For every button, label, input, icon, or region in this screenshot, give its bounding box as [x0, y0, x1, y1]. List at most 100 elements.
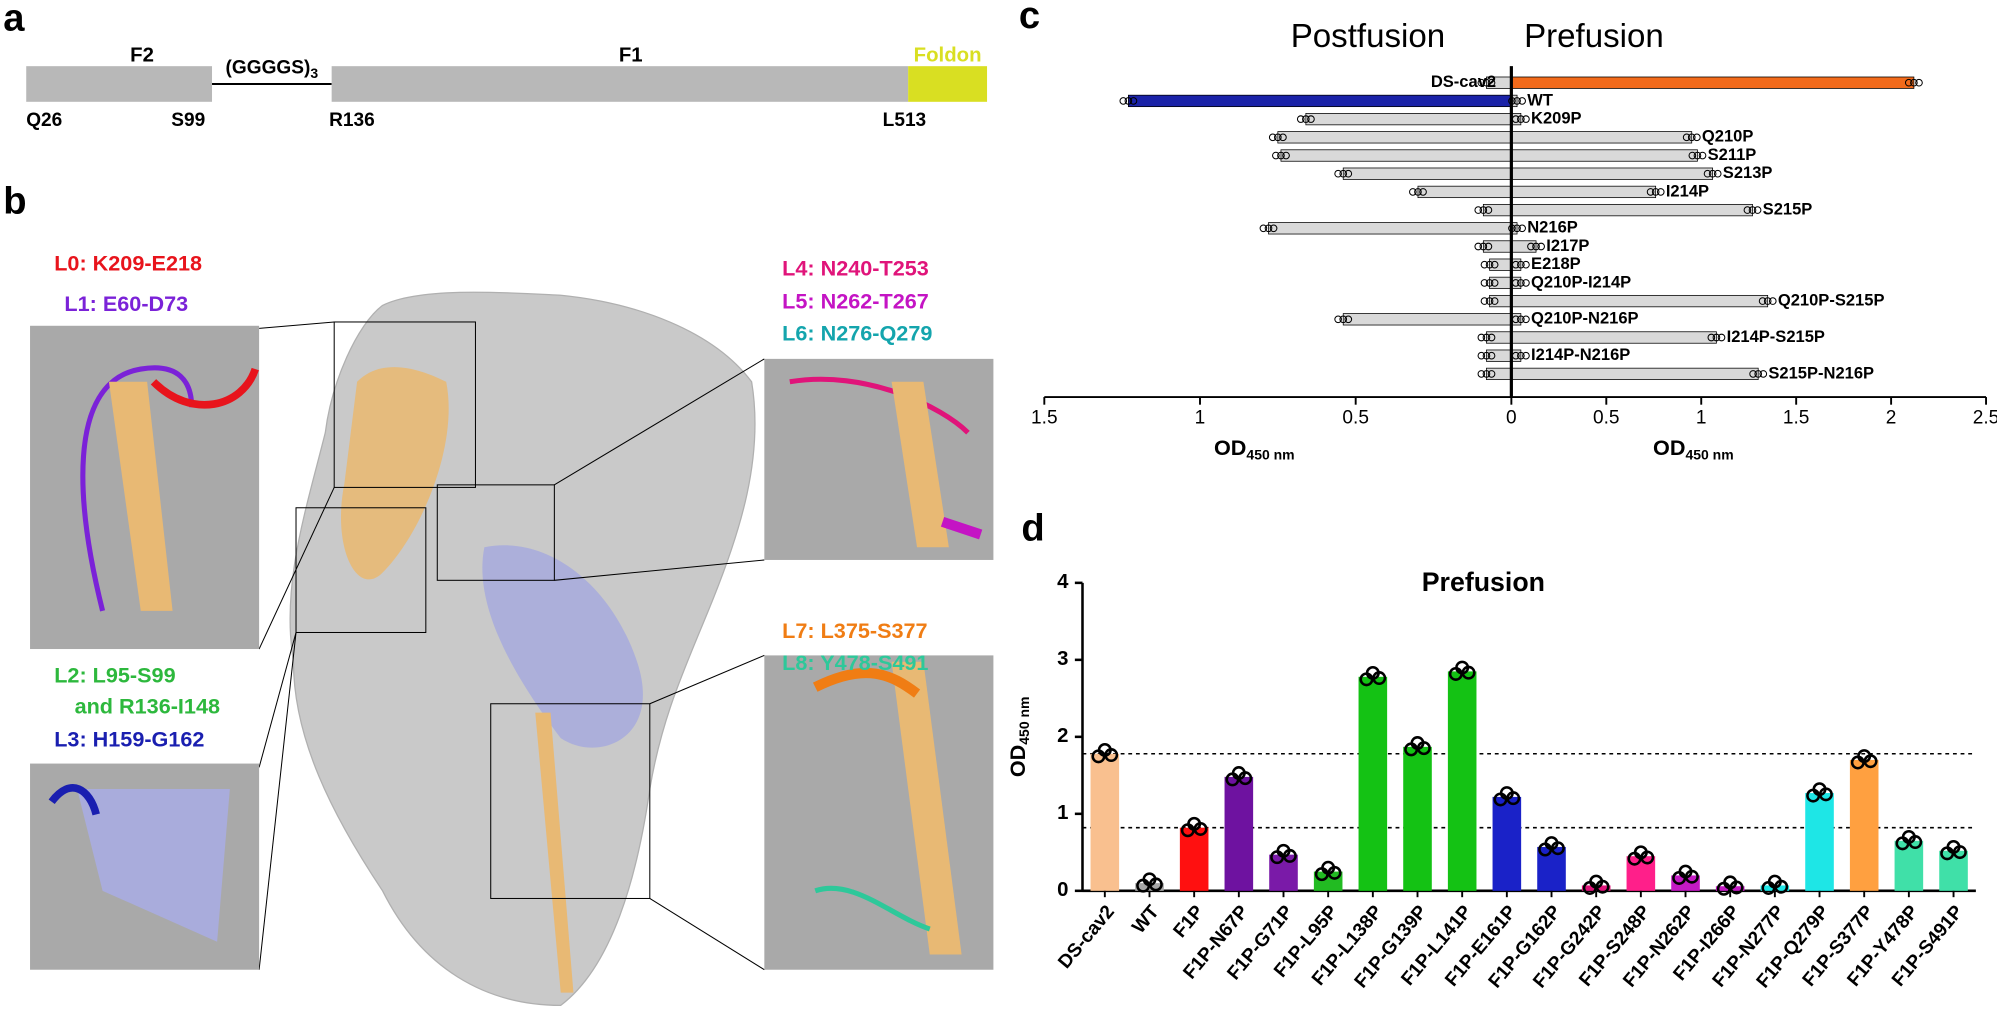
- x2-tick-label: 2.5: [1973, 408, 1997, 429]
- replicate-point: [1863, 754, 1878, 769]
- domain-label: F2: [130, 44, 154, 66]
- bar: [1179, 827, 1209, 891]
- bar-prefusion: [1510, 131, 1693, 144]
- replicate-point: [1372, 671, 1387, 686]
- replicate-point: [1279, 133, 1287, 142]
- category-label: Q210P-S215P: [1778, 290, 1885, 309]
- replicate-point: [1640, 850, 1655, 865]
- domain-label: F1: [619, 44, 643, 66]
- bar-postfusion: [1280, 149, 1512, 162]
- bar-prefusion: [1510, 149, 1698, 162]
- replicate-point: [1910, 78, 1918, 87]
- domain-map: F2 F1 Foldon (GGGGS)3 Q26 S99 R136 L513: [26, 44, 988, 131]
- replicate-point: [1522, 351, 1530, 360]
- replicate-point: [1729, 880, 1744, 895]
- replicate-point: [1758, 297, 1767, 305]
- replicate-point: [1238, 771, 1253, 786]
- bar-prefusion: [1510, 294, 1769, 308]
- inset: [764, 655, 994, 970]
- bar-postfusion: [1342, 313, 1512, 326]
- replicate-point: [1550, 841, 1565, 856]
- replicate-point: [1522, 279, 1530, 287]
- replicate-point: [1409, 188, 1417, 196]
- replicate-point: [1334, 169, 1342, 178]
- replicate-point: [1522, 260, 1530, 269]
- bar: [1492, 796, 1522, 891]
- replicate-point: [1513, 224, 1521, 233]
- domain-f1: [331, 66, 909, 102]
- replicate-point: [1477, 351, 1486, 360]
- replicate-point: [1517, 279, 1525, 287]
- loop-label: and R136-I148: [75, 693, 220, 718]
- replicate-point: [1774, 879, 1789, 894]
- y-axis-label-sub: 450 nm: [1016, 697, 1032, 745]
- replicate-point: [1269, 224, 1278, 233]
- replicate-point: [1339, 169, 1348, 178]
- replicate-point: [1763, 297, 1772, 305]
- category-label: K209P: [1531, 108, 1582, 127]
- replicate-point: [1416, 741, 1431, 756]
- replicate-point: [1477, 78, 1486, 87]
- domain-foldon: [908, 66, 988, 102]
- loop-label: L3: H159-G162: [54, 726, 204, 751]
- bar: [1805, 793, 1834, 891]
- residue-label: R136: [329, 110, 375, 131]
- residue-label: Q26: [26, 110, 62, 131]
- replicate-point: [1506, 791, 1521, 806]
- bar-prefusion: [1510, 331, 1717, 344]
- bar-prefusion: [1510, 167, 1714, 180]
- loop-label: L8: Y478-S491: [782, 650, 928, 675]
- replicate-point: [1952, 845, 1967, 860]
- loop-label: L1: E60-D73: [64, 291, 188, 316]
- replicate-point: [1527, 242, 1535, 251]
- replicate-point: [1344, 169, 1353, 178]
- replicate-point: [1703, 169, 1712, 178]
- zoom-boxes: [258, 321, 765, 971]
- series-name: Prefusion: [1524, 18, 1664, 55]
- replicate-point: [1908, 835, 1923, 850]
- replicate-point: [1479, 242, 1488, 251]
- x-tick-label: 0.5: [1342, 408, 1369, 429]
- x-tick-label: 1: [1195, 408, 1206, 429]
- replicate-point: [1485, 260, 1494, 269]
- bar-postfusion: [1268, 222, 1512, 235]
- replicate-point: [1487, 78, 1496, 87]
- category-label: N216P: [1527, 218, 1578, 237]
- x-axis-label: OD450 nm: [1214, 435, 1295, 462]
- replicate-point: [1259, 224, 1268, 233]
- replicate-point: [1490, 279, 1499, 287]
- loop-label: L2: L95-S99: [54, 663, 175, 688]
- x-axis-label-sub: 450 nm: [1246, 446, 1294, 462]
- category-label: I214P-N216P: [1531, 345, 1630, 364]
- helix-region: [340, 367, 449, 580]
- replicate-point: [1682, 133, 1691, 142]
- y-axis-label-main: OD: [1005, 745, 1030, 777]
- sheet-region: [482, 545, 643, 748]
- replicate-point: [1532, 242, 1540, 251]
- replicate-point: [1656, 188, 1665, 196]
- replicate-point: [1482, 351, 1491, 360]
- panel-label: d: [1021, 507, 1044, 550]
- panel-c: Postfusion PrefusionDS-cav2WTK209PQ210PS2…: [1031, 18, 1997, 462]
- category-label: I217P: [1546, 236, 1589, 255]
- replicate-point: [1307, 115, 1315, 123]
- replicate-point: [1915, 78, 1923, 87]
- replicate-point: [1759, 370, 1768, 378]
- category-label: S213P: [1723, 163, 1773, 182]
- replicate-point: [1522, 315, 1530, 324]
- replicate-point: [1474, 206, 1483, 214]
- bar: [1671, 875, 1700, 891]
- replicate-point: [1480, 260, 1489, 269]
- replicate-point: [1414, 188, 1422, 196]
- replicate-point: [1339, 315, 1348, 324]
- replicate-point: [1490, 260, 1499, 269]
- category-label: I214P-S215P: [1727, 327, 1825, 346]
- x2-axis-label-main: OD: [1653, 435, 1685, 460]
- replicate-point: [1484, 242, 1493, 251]
- linker-label: (GGGGS)3: [226, 58, 319, 81]
- helix-long: [535, 712, 574, 993]
- replicate-point: [1698, 151, 1707, 160]
- bar: [1224, 776, 1254, 891]
- replicate-point: [1296, 115, 1305, 123]
